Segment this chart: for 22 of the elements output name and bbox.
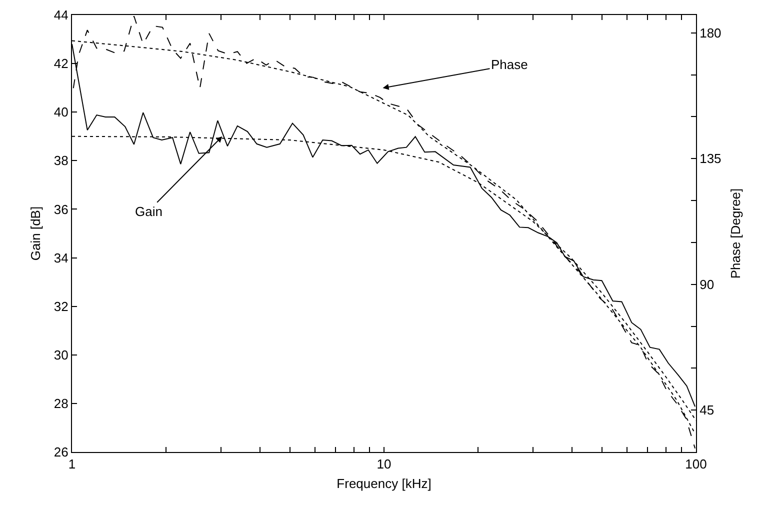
y-axis-title: Gain [dB] <box>28 206 43 261</box>
y-tick-label: 42 <box>54 56 68 72</box>
y-tick-label: 36 <box>54 202 68 217</box>
x-tick-label: 100 <box>685 456 707 472</box>
y-tick-label: 28 <box>54 396 68 411</box>
y-tick-label: 40 <box>54 104 68 120</box>
y-tick-label: 32 <box>54 298 68 314</box>
annotation: Gain <box>135 204 162 219</box>
x-axis-title: Frequency [kHz] <box>336 476 432 492</box>
y2-tick-label: 180 <box>700 25 722 40</box>
y2-tick-label: 90 <box>700 276 714 292</box>
y-tick-label: 38 <box>54 153 68 168</box>
x-tick-label: 1 <box>68 456 76 472</box>
y2-tick-label: 135 <box>700 151 722 166</box>
y-tick-label: 30 <box>54 347 68 362</box>
y2-tick-label: 45 <box>700 402 714 418</box>
y-tick-label: 26 <box>54 444 68 460</box>
x-tick-label: 10 <box>376 456 392 472</box>
annotation: Phase <box>491 57 528 72</box>
y2-axis-title: Phase [Degree] <box>728 188 743 279</box>
y-tick-label: 44 <box>54 8 68 23</box>
y-tick-label: 34 <box>54 250 68 266</box>
